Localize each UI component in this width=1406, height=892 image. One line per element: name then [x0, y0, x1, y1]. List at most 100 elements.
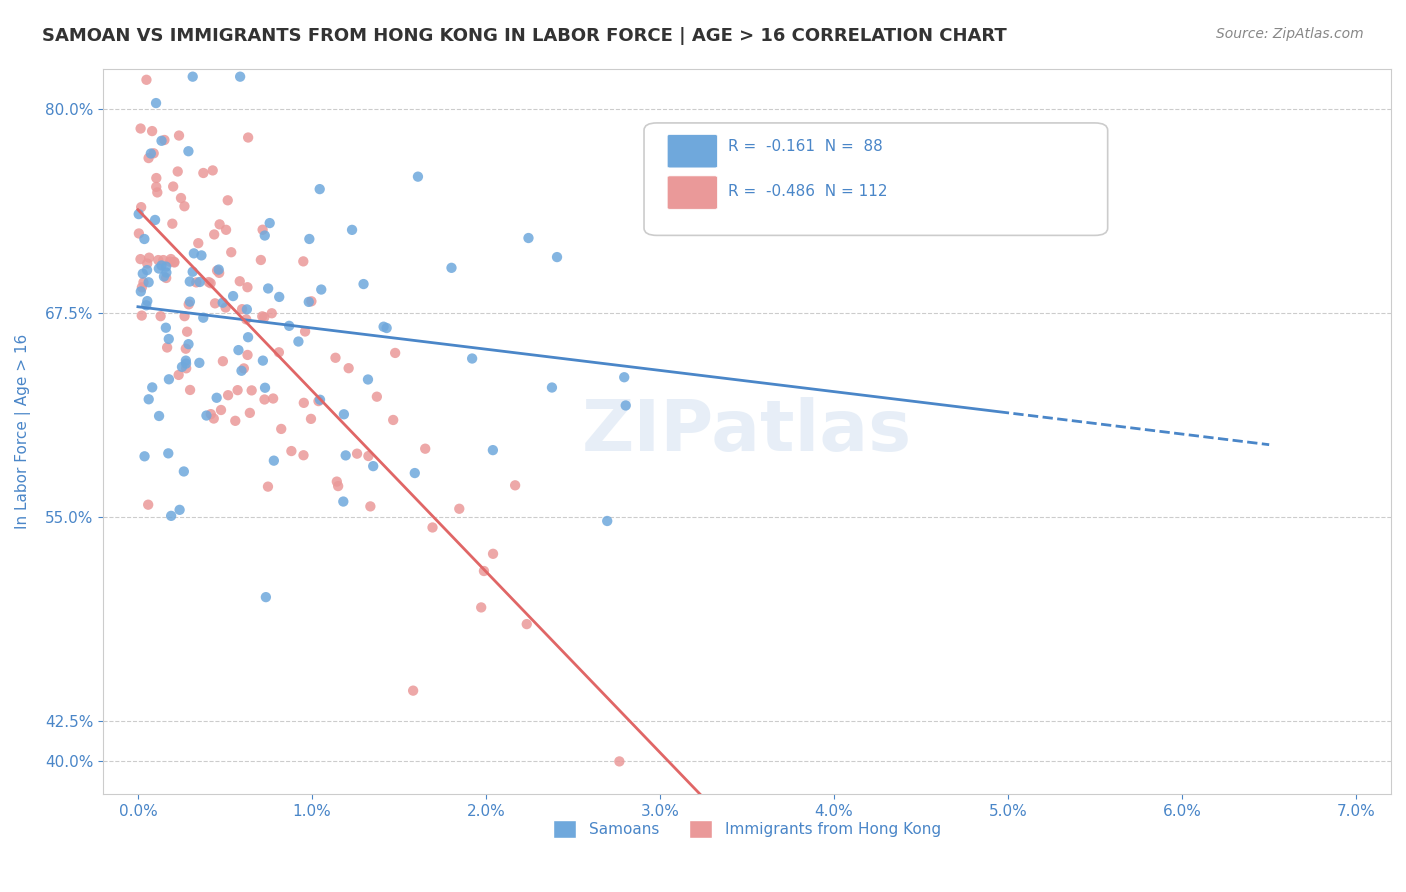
Point — [159, 254, 181, 268]
Point — [382, 413, 405, 427]
Point — [337, 361, 360, 376]
Point — [202, 411, 225, 425]
Point — [131, 309, 153, 323]
Point — [136, 21, 159, 35]
Point — [183, 246, 205, 260]
Point — [153, 269, 176, 284]
Point — [308, 182, 330, 196]
Point — [187, 236, 209, 251]
Point — [195, 409, 218, 423]
Point — [298, 232, 321, 246]
Point — [440, 260, 463, 275]
Point — [201, 163, 224, 178]
Point — [357, 449, 380, 463]
FancyBboxPatch shape — [668, 135, 717, 168]
Point — [252, 310, 274, 324]
Point — [228, 343, 250, 357]
Point — [128, 21, 150, 35]
Point — [614, 399, 637, 413]
Point — [596, 514, 619, 528]
Point — [299, 294, 322, 309]
Point — [179, 294, 201, 309]
Point — [134, 232, 156, 246]
FancyBboxPatch shape — [644, 123, 1108, 235]
Point — [308, 394, 330, 409]
Point — [254, 590, 277, 604]
Point — [226, 383, 249, 397]
Point — [150, 134, 173, 148]
Point — [217, 194, 239, 208]
Point — [153, 133, 176, 147]
Point — [326, 475, 349, 489]
Point — [346, 447, 368, 461]
Point — [174, 342, 197, 356]
Point — [204, 296, 226, 310]
Point — [166, 164, 188, 178]
Point — [129, 285, 152, 299]
Point — [470, 600, 492, 615]
Point — [197, 275, 219, 289]
Point — [250, 252, 273, 267]
Point — [160, 508, 183, 523]
Point — [169, 503, 191, 517]
Point — [269, 290, 291, 304]
Point — [176, 325, 198, 339]
Point — [135, 298, 157, 312]
Point — [145, 96, 167, 111]
Point — [163, 255, 186, 269]
Point — [149, 309, 172, 323]
Point — [292, 396, 315, 410]
Point — [361, 459, 384, 474]
Point — [257, 281, 280, 295]
Point — [333, 407, 356, 421]
Point — [132, 276, 155, 290]
Point — [174, 353, 197, 368]
Point — [546, 250, 568, 264]
Point — [232, 361, 254, 376]
Point — [292, 448, 315, 462]
Point — [208, 262, 231, 277]
Text: R =  -0.161  N =  88: R = -0.161 N = 88 — [728, 139, 883, 154]
Legend: Samoans, Immigrants from Hong Kong: Samoans, Immigrants from Hong Kong — [547, 814, 946, 845]
Point — [157, 372, 180, 386]
Point — [188, 356, 211, 370]
Point — [155, 320, 177, 334]
Point — [148, 261, 170, 276]
Point — [353, 277, 375, 291]
Point — [278, 318, 301, 333]
Point — [366, 390, 388, 404]
Point — [373, 319, 395, 334]
Point — [253, 381, 276, 395]
Point — [141, 380, 163, 394]
Point — [208, 266, 231, 280]
Point — [177, 297, 200, 311]
Point — [257, 480, 280, 494]
Point — [142, 146, 165, 161]
Point — [299, 412, 322, 426]
Point — [193, 310, 215, 325]
Point — [179, 383, 201, 397]
Point — [152, 253, 174, 268]
Point — [174, 357, 197, 371]
Point — [236, 302, 259, 317]
Point — [162, 217, 184, 231]
Point — [205, 263, 228, 277]
Point — [155, 266, 177, 280]
Point — [404, 466, 426, 480]
Point — [214, 301, 236, 315]
Point — [384, 346, 406, 360]
Point — [309, 283, 332, 297]
Point — [235, 312, 257, 326]
Point — [422, 520, 444, 534]
Point — [222, 289, 245, 303]
Point — [613, 370, 636, 384]
Point — [173, 465, 195, 479]
Point — [128, 207, 150, 221]
Point — [482, 443, 505, 458]
Point — [136, 498, 159, 512]
Point — [200, 407, 222, 421]
Point — [138, 275, 160, 289]
Y-axis label: In Labor Force | Age > 16: In Labor Force | Age > 16 — [15, 334, 31, 529]
Point — [219, 245, 242, 260]
Point — [128, 227, 150, 241]
